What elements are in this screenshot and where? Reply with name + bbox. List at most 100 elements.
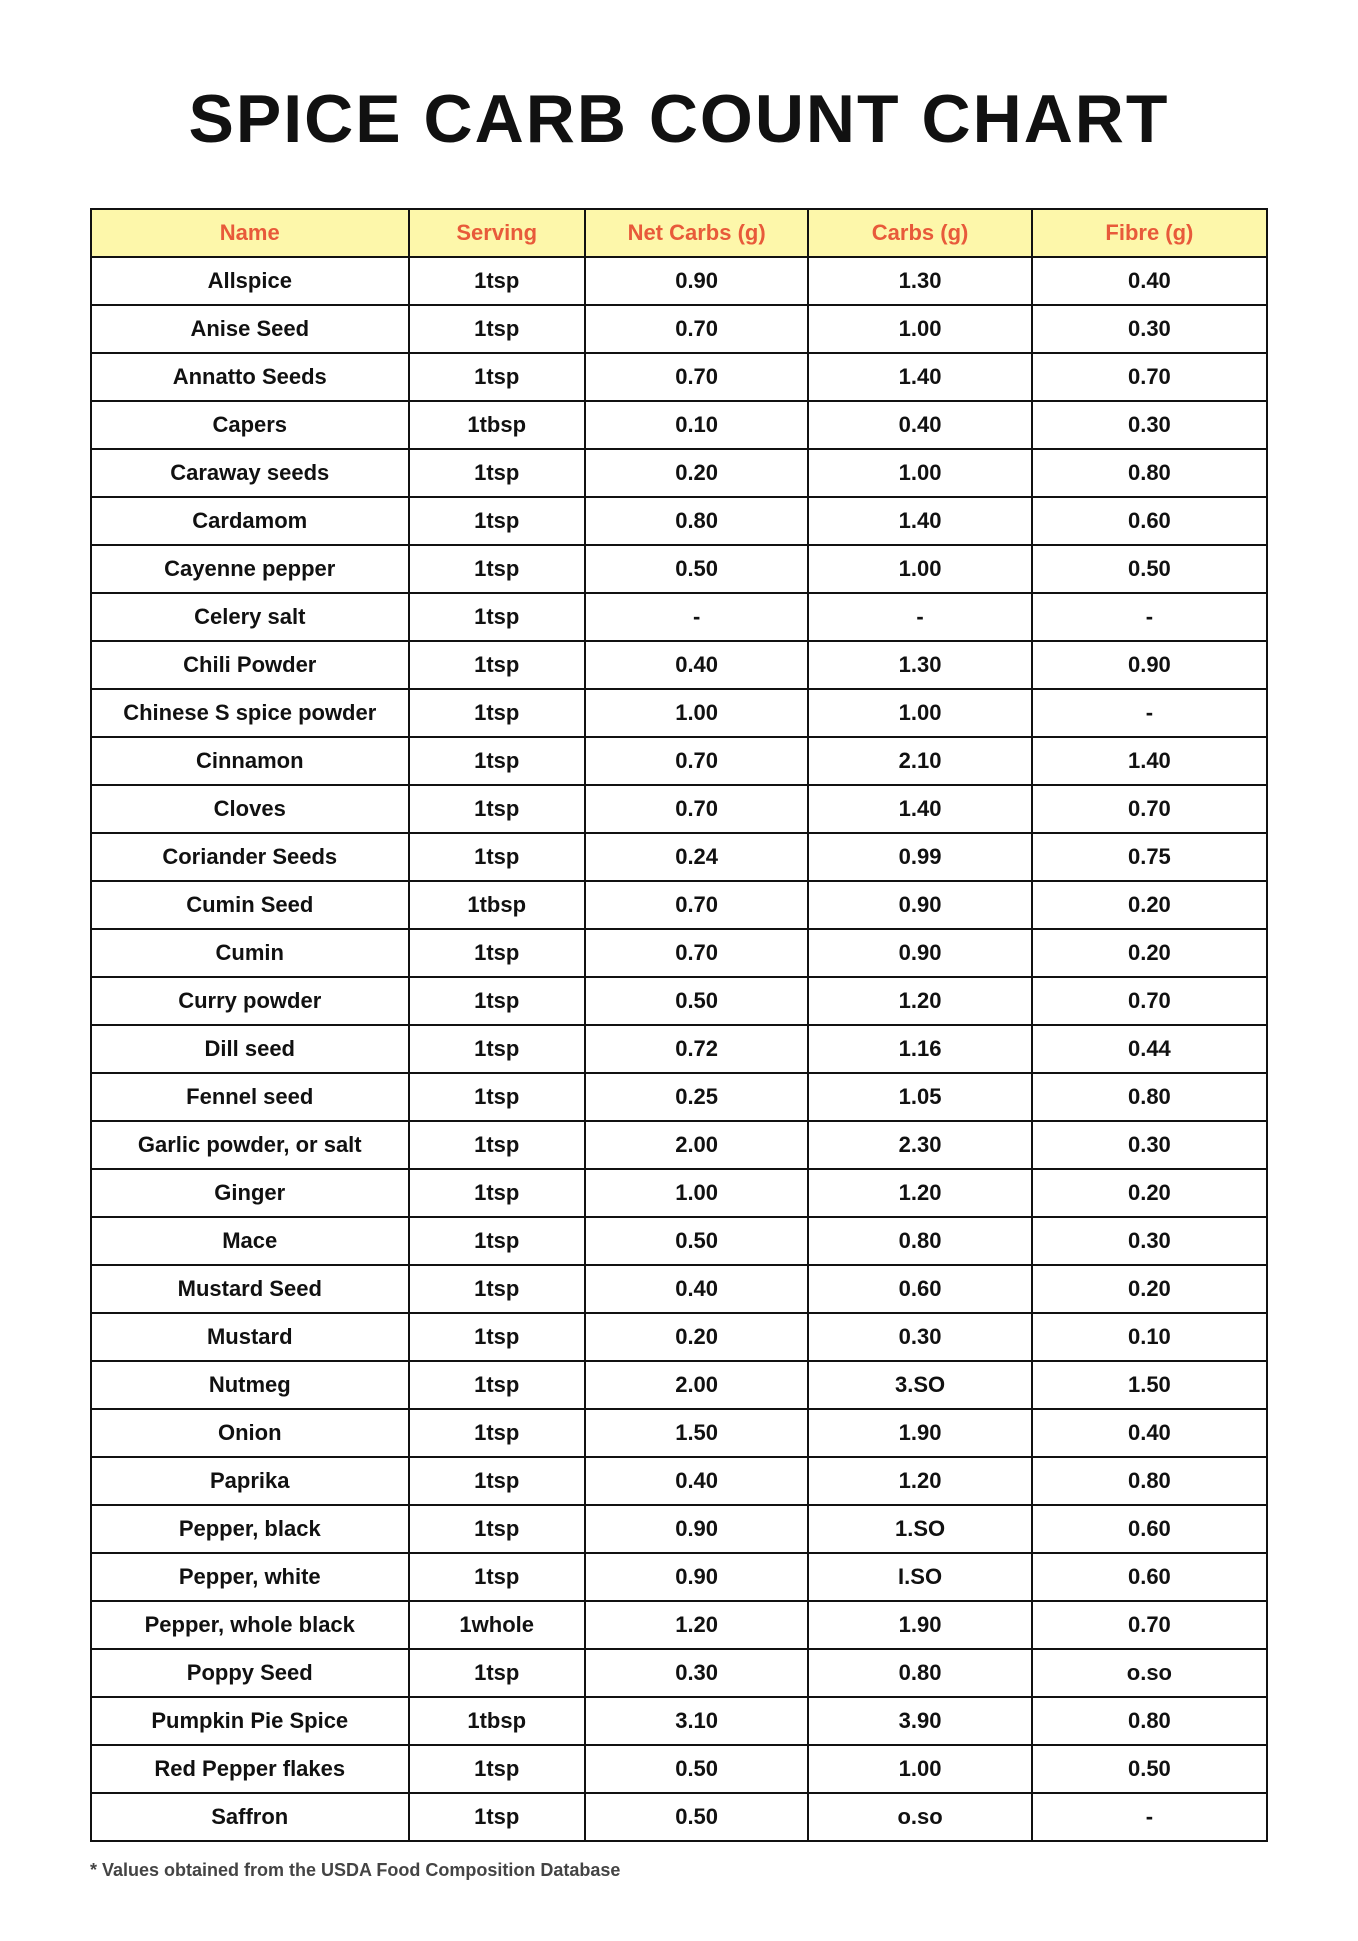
table-cell: Mustard Seed [91, 1265, 409, 1313]
table-cell: 0.30 [1032, 1217, 1267, 1265]
table-cell: Coriander Seeds [91, 833, 409, 881]
table-row: Pepper, white1tsp0.90I.SO0.60 [91, 1553, 1267, 1601]
table-row: Garlic powder, or salt1tsp2.002.300.30 [91, 1121, 1267, 1169]
table-row: Pepper, black1tsp0.901.SO0.60 [91, 1505, 1267, 1553]
table-cell: 1.00 [585, 689, 808, 737]
table-cell: 1.90 [808, 1409, 1031, 1457]
table-cell: Capers [91, 401, 409, 449]
table-cell: 0.50 [585, 1217, 808, 1265]
table-cell: 0.40 [585, 641, 808, 689]
table-row: Cardamom1tsp0.801.400.60 [91, 497, 1267, 545]
table-cell: 1.05 [808, 1073, 1031, 1121]
table-row: Cloves1tsp0.701.400.70 [91, 785, 1267, 833]
table-row: Dill seed1tsp0.721.160.44 [91, 1025, 1267, 1073]
table-cell: 1tsp [409, 1505, 585, 1553]
table-cell: 0.80 [585, 497, 808, 545]
table-cell: Cinnamon [91, 737, 409, 785]
table-cell: 3.10 [585, 1697, 808, 1745]
table-cell: 1tsp [409, 1121, 585, 1169]
table-cell: 1tsp [409, 1793, 585, 1841]
table-row: Mustard1tsp0.200.300.10 [91, 1313, 1267, 1361]
table-cell: - [1032, 689, 1267, 737]
table-cell: 0.75 [1032, 833, 1267, 881]
table-row: Paprika1tsp0.401.200.80 [91, 1457, 1267, 1505]
table-row: Celery salt1tsp--- [91, 593, 1267, 641]
table-row: Anise Seed1tsp0.701.000.30 [91, 305, 1267, 353]
table-row: Pumpkin Pie Spice1tbsp3.103.900.80 [91, 1697, 1267, 1745]
table-cell: - [1032, 593, 1267, 641]
table-cell: 1tsp [409, 1553, 585, 1601]
table-cell: 0.70 [585, 737, 808, 785]
table-cell: Cardamom [91, 497, 409, 545]
table-cell: 1.40 [808, 353, 1031, 401]
table-cell: 3.SO [808, 1361, 1031, 1409]
table-cell: 1tsp [409, 545, 585, 593]
table-row: Chinese S spice powder1tsp1.001.00- [91, 689, 1267, 737]
col-header-serving: Serving [409, 209, 585, 257]
table-cell: Pepper, black [91, 1505, 409, 1553]
table-row: Nutmeg1tsp2.003.SO1.50 [91, 1361, 1267, 1409]
table-header-row: Name Serving Net Carbs (g) Carbs (g) Fib… [91, 209, 1267, 257]
table-cell: 0.70 [1032, 353, 1267, 401]
table-cell: 1tsp [409, 689, 585, 737]
table-cell: Garlic powder, or salt [91, 1121, 409, 1169]
table-row: Red Pepper flakes1tsp0.501.000.50 [91, 1745, 1267, 1793]
table-cell: Cumin Seed [91, 881, 409, 929]
table-cell: 0.25 [585, 1073, 808, 1121]
table-cell: 0.50 [585, 1793, 808, 1841]
table-cell: Pumpkin Pie Spice [91, 1697, 409, 1745]
table-cell: 1tsp [409, 449, 585, 497]
table-cell: 0.44 [1032, 1025, 1267, 1073]
table-cell: 0.90 [808, 929, 1031, 977]
col-header-netcarbs: Net Carbs (g) [585, 209, 808, 257]
table-cell: 1tsp [409, 257, 585, 305]
table-cell: 2.10 [808, 737, 1031, 785]
table-cell: 1tsp [409, 497, 585, 545]
table-cell: 0.50 [585, 977, 808, 1025]
table-cell: o.so [1032, 1649, 1267, 1697]
table-cell: 0.50 [585, 545, 808, 593]
table-row: Allspice1tsp0.901.300.40 [91, 257, 1267, 305]
table-cell: Red Pepper flakes [91, 1745, 409, 1793]
table-cell: 0.90 [585, 1553, 808, 1601]
table-cell: 0.70 [1032, 785, 1267, 833]
table-cell: 1.00 [808, 545, 1031, 593]
table-cell: Celery salt [91, 593, 409, 641]
table-cell: 0.10 [585, 401, 808, 449]
table-cell: 1tsp [409, 833, 585, 881]
table-cell: 1.20 [585, 1601, 808, 1649]
table-cell: 2.00 [585, 1121, 808, 1169]
table-cell: 0.30 [808, 1313, 1031, 1361]
table-cell: Ginger [91, 1169, 409, 1217]
table-cell: 1.00 [585, 1169, 808, 1217]
table-cell: 1tsp [409, 1745, 585, 1793]
table-cell: 1tsp [409, 1265, 585, 1313]
table-cell: 0.30 [1032, 305, 1267, 353]
table-row: Poppy Seed1tsp0.300.80o.so [91, 1649, 1267, 1697]
table-cell: 1tsp [409, 737, 585, 785]
table-cell: Pepper, whole black [91, 1601, 409, 1649]
table-row: Mace1tsp0.500.800.30 [91, 1217, 1267, 1265]
table-cell: 1tsp [409, 1457, 585, 1505]
table-cell: 0.30 [585, 1649, 808, 1697]
table-cell: 1tsp [409, 1073, 585, 1121]
table-cell: 1tsp [409, 929, 585, 977]
table-cell: 1.20 [808, 1169, 1031, 1217]
table-cell: 1.30 [808, 257, 1031, 305]
table-cell: 1.00 [808, 305, 1031, 353]
col-header-carbs: Carbs (g) [808, 209, 1031, 257]
table-cell: Cayenne pepper [91, 545, 409, 593]
table-cell: Dill seed [91, 1025, 409, 1073]
table-cell: 1.00 [808, 1745, 1031, 1793]
table-cell: Pepper, white [91, 1553, 409, 1601]
table-cell: 1tsp [409, 305, 585, 353]
table-cell: 0.40 [585, 1265, 808, 1313]
table-row: Pepper, whole black1whole1.201.900.70 [91, 1601, 1267, 1649]
table-row: Chili Powder1tsp0.401.300.90 [91, 641, 1267, 689]
table-row: Ginger1tsp1.001.200.20 [91, 1169, 1267, 1217]
col-header-fibre: Fibre (g) [1032, 209, 1267, 257]
table-cell: 0.70 [585, 929, 808, 977]
table-cell: 0.30 [1032, 1121, 1267, 1169]
table-cell: Fennel seed [91, 1073, 409, 1121]
table-cell: 1tsp [409, 1649, 585, 1697]
